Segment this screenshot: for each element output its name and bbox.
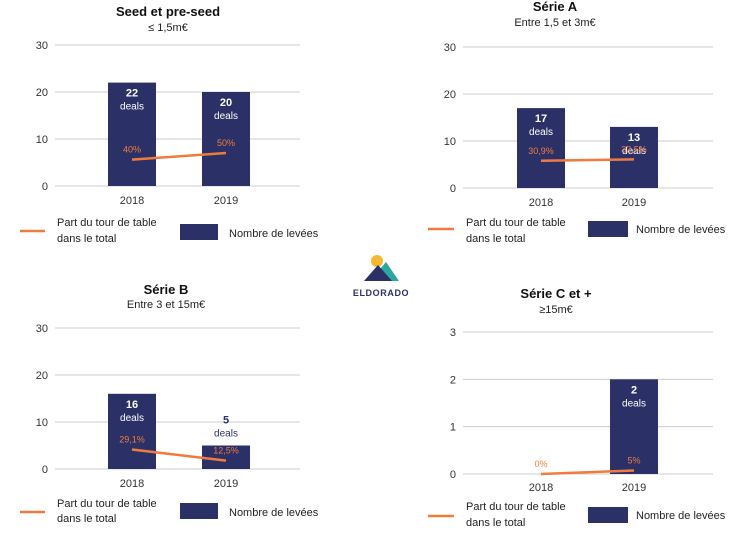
chart-title: Seed et pre-seed <box>116 4 220 19</box>
chart-seed: Seed et pre-seed ≤ 1,5m€ 0 10 20 30 22 deals 20 d… <box>20 4 319 245</box>
chart-subtitle: Entre 3 et 15m€ <box>127 299 205 311</box>
share-line <box>540 469 635 476</box>
bar-unit-label: deals <box>120 413 144 424</box>
bar-value-label: 22 <box>126 88 138 100</box>
bar <box>108 393 156 469</box>
y-tick-label: 3 <box>450 327 456 339</box>
bar <box>610 126 658 188</box>
bar <box>610 379 658 474</box>
y-tick-label: 20 <box>444 89 456 101</box>
y-tick-label: 10 <box>36 134 48 146</box>
legend-bar-swatch <box>588 221 628 237</box>
y-tick-label: 30 <box>444 42 456 54</box>
bar-value-label: 13 <box>628 132 640 144</box>
y-tick-label: 10 <box>444 136 456 148</box>
eldorado-logo: ELDORADO <box>353 255 409 298</box>
share-line <box>540 158 635 163</box>
logo-text: ELDORADO <box>353 288 409 298</box>
y-tick-label: 0 <box>450 183 456 195</box>
bar-unit-label: deals <box>120 102 144 113</box>
y-tick-label: 20 <box>36 370 48 382</box>
y-tick-label: 0 <box>42 181 48 193</box>
share-line <box>131 448 227 462</box>
x-tick-label: 2018 <box>120 478 144 490</box>
bar-unit-label: deals <box>214 111 238 122</box>
y-tick-label: 30 <box>36 40 48 52</box>
bar-unit-label: deals <box>622 146 646 157</box>
legend-line-label: dans le total <box>57 513 116 525</box>
chart-subtitle: ≤ 1,5m€ <box>148 22 188 34</box>
x-tick-label: 2019 <box>214 195 238 207</box>
bar <box>517 108 565 188</box>
bar-unit-label: deals <box>529 127 553 138</box>
legend-line-label: dans le total <box>466 233 525 245</box>
y-tick-label: 10 <box>36 417 48 429</box>
line-value-label: 50% <box>217 138 235 148</box>
bar-unit-label: deals <box>214 429 238 440</box>
chart-subtitle: Entre 1,5 et 3m€ <box>514 17 595 29</box>
y-tick-label: 1 <box>450 422 456 434</box>
bar-value-label: 2 <box>631 384 637 396</box>
line-value-label: 40% <box>123 145 141 155</box>
bar-value-label: 5 <box>223 415 229 427</box>
legend-bar-swatch <box>180 224 218 240</box>
legend-line-label: Part du tour de table <box>466 501 566 513</box>
legend-bar-label: Nombre de levées <box>229 228 319 240</box>
y-tick-label: 20 <box>36 87 48 99</box>
chart-serie-c: Série C et + ≥15m€ 0 1 2 3 2 deals 2018 2019 0% 5% P… <box>428 286 726 529</box>
legend-line-label: dans le total <box>57 233 116 245</box>
x-tick-label: 2018 <box>120 195 144 207</box>
legend-line-label: Part du tour de table <box>57 498 157 510</box>
eldorado-logo-mark <box>364 255 399 281</box>
y-tick-label: 30 <box>36 323 48 335</box>
y-tick-label: 2 <box>450 374 456 386</box>
x-tick-label: 2019 <box>622 197 646 209</box>
bar <box>202 445 250 469</box>
share-line <box>131 151 227 161</box>
legend-bar-label: Nombre de levées <box>636 510 726 522</box>
legend-bar-label: Nombre de levées <box>229 507 319 519</box>
line-value-label: 12,5% <box>213 446 239 456</box>
bar <box>108 82 156 186</box>
bar <box>202 92 250 186</box>
chart-serie-b: Série B Entre 3 et 15m€ 0 10 20 30 16 deals 5 dea… <box>20 282 319 525</box>
bar-unit-label: deals <box>622 398 646 409</box>
legend-bar-swatch <box>588 507 628 523</box>
legend-line-label: Part du tour de table <box>466 217 566 229</box>
x-tick-label: 2018 <box>529 482 553 494</box>
line-value-label: 0% <box>534 459 547 469</box>
x-tick-label: 2018 <box>529 197 553 209</box>
bar-value-label: 17 <box>535 113 547 125</box>
chart-title: Série B <box>144 282 189 297</box>
chart-subtitle: ≥15m€ <box>539 304 573 316</box>
chart-title: Série C et + <box>520 286 592 301</box>
line-value-label: 30,9% <box>528 146 554 156</box>
legend-bar-label: Nombre de levées <box>636 224 726 236</box>
line-value-label: 5% <box>627 455 640 465</box>
x-tick-label: 2019 <box>622 482 646 494</box>
line-value-label: 29,1% <box>119 435 145 445</box>
legend-bar-swatch <box>180 503 218 519</box>
line-value-label: 32,5% <box>621 144 647 154</box>
bar-value-label: 16 <box>126 399 138 411</box>
chart-serie-a: Série A Entre 1,5 et 3m€ 0 10 20 30 17 deals 13 d… <box>428 0 726 245</box>
y-tick-label: 0 <box>42 464 48 476</box>
logo-mountain-front <box>364 265 392 281</box>
chart-title: Série A <box>533 0 578 14</box>
logo-sun <box>371 255 383 267</box>
legend-line-label: dans le total <box>466 517 525 529</box>
y-tick-label: 0 <box>450 469 456 481</box>
bar-value-label: 20 <box>220 97 232 109</box>
legend-line-label: Part du tour de table <box>57 217 157 229</box>
x-tick-label: 2019 <box>214 478 238 490</box>
